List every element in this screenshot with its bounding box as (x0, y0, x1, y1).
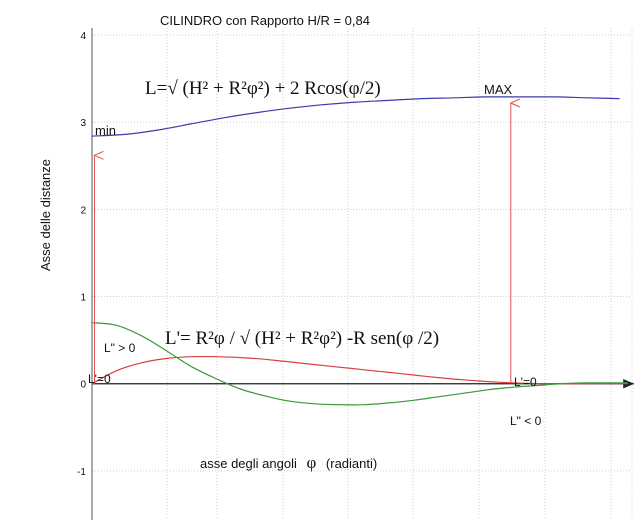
series-line-0 (91, 96, 620, 137)
annotation-dL-zero-end: L'=0 (514, 375, 537, 389)
annotation-max: MAX (484, 82, 513, 97)
y-tick-labels: -1 0 1 2 3 4 (77, 31, 86, 478)
annotation-d2L-pos: L" > 0 (104, 341, 136, 355)
annotation-dL-zero-start: L'=0 (88, 372, 111, 386)
annotation-min: min (95, 123, 116, 138)
x-axis-label: asse degli angoli φ (radianti) (200, 453, 377, 472)
x-axis-label-prefix: asse degli angoli (200, 456, 297, 471)
y-tick-label: -1 (77, 467, 86, 478)
y-tick-label: 3 (80, 118, 86, 129)
chart-title: CILINDRO con Rapporto H/R = 0,84 (160, 13, 370, 28)
y-tick-label: 2 (80, 205, 86, 216)
formula-L: L=√ (H² + R²φ²) + 2 Rcos(φ/2) (145, 78, 381, 99)
y-axis-label: Asse delle distanze (38, 159, 53, 271)
annotation-d2L-neg: L" < 0 (510, 414, 542, 428)
x-axis-label-suffix: (radianti) (326, 456, 377, 471)
y-tick-label: 1 (80, 293, 86, 304)
series-line-2 (91, 322, 628, 406)
y-tick-label: 4 (80, 31, 86, 42)
phi-symbol: φ (306, 453, 316, 472)
formula-derivative: L'= R²φ / √ (H² + R²φ²) -R sen(φ /2) (165, 328, 439, 349)
arrow-layer (94, 103, 510, 384)
y-tick-label: 0 (80, 380, 86, 391)
series-layer (91, 96, 628, 406)
series-line-1 (91, 355, 628, 385)
